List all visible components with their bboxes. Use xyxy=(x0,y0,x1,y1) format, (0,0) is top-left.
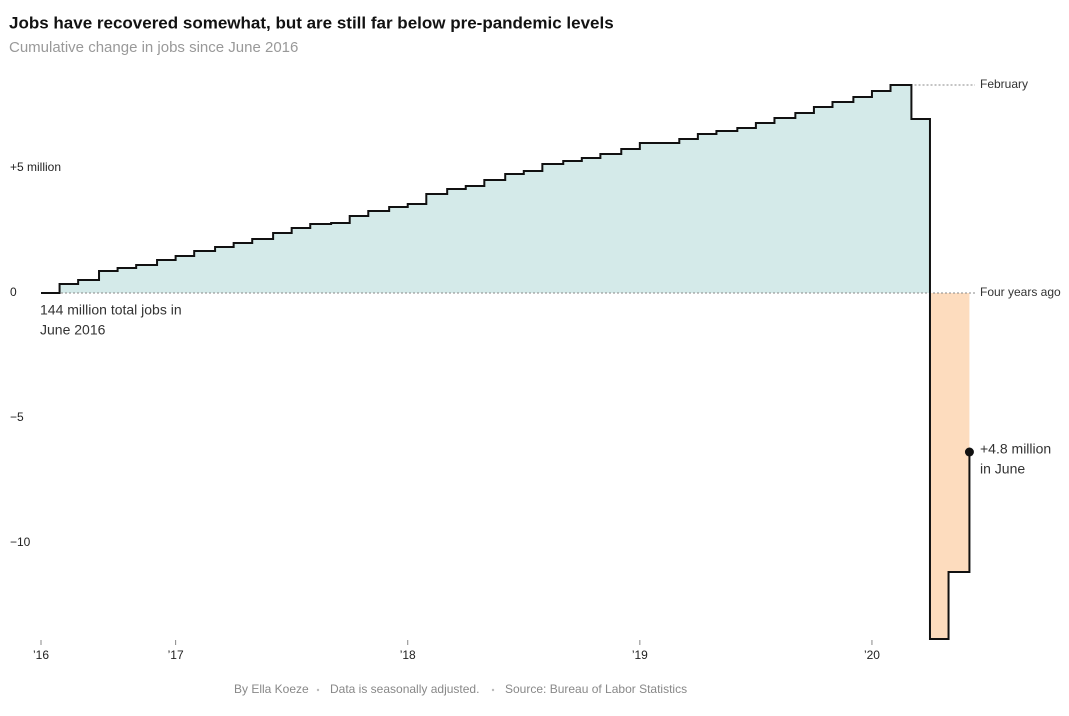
last-point xyxy=(964,447,974,457)
area-positive xyxy=(41,85,970,293)
x-tick-label: ’16 xyxy=(33,648,49,662)
footer-dot xyxy=(316,688,320,692)
y-tick-label: +5 million xyxy=(10,160,61,174)
footer-text: Data is seasonally adjusted. xyxy=(330,682,479,696)
y-tick-label: 0 xyxy=(10,285,17,299)
annotation: in June xyxy=(980,461,1025,477)
step-line xyxy=(41,84,971,640)
annotation: June 2016 xyxy=(40,322,106,338)
annotation: Four years ago xyxy=(980,285,1061,299)
annotation: 144 million total jobs in xyxy=(40,302,182,318)
x-tick-label: ’18 xyxy=(400,648,416,662)
footer-text: Source: Bureau of Labor Statistics xyxy=(505,682,687,696)
y-tick-label: −10 xyxy=(10,535,31,549)
footer-text: By Ella Koeze xyxy=(234,682,309,696)
y-tick-label: −5 xyxy=(10,410,24,424)
chart-subtitle: Cumulative change in jobs since June 201… xyxy=(9,39,298,56)
annotation: +4.8 million xyxy=(980,441,1051,457)
annotation: February xyxy=(980,77,1028,91)
x-tick-label: ’19 xyxy=(632,648,648,662)
chart-title: Jobs have recovered somewhat, but are st… xyxy=(9,13,614,32)
footer-dot xyxy=(491,688,495,692)
x-tick-label: ’20 xyxy=(864,648,880,662)
x-tick-label: ’17 xyxy=(168,648,184,662)
